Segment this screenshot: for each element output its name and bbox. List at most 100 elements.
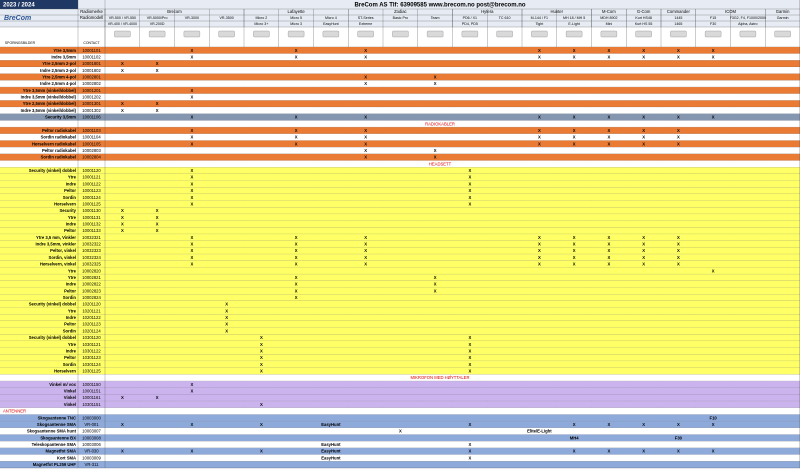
table-row: [0, 394, 800, 402]
cell-mark: X: [190, 235, 193, 240]
row-number: 10301122: [82, 348, 101, 353]
cell-mark: X: [156, 101, 159, 106]
table-row: [0, 300, 800, 308]
title: BreCom AS Tlf: 63909585 www.brecom.no po…: [354, 2, 525, 8]
row-label: Magnetfot PL259 UHF: [33, 462, 77, 467]
table-row: [0, 220, 800, 228]
cell-mark: X: [121, 395, 124, 400]
cell-mark: X: [121, 101, 124, 106]
device-image: [704, 30, 722, 38]
section-row: [0, 407, 800, 415]
row-label: Ytre: [68, 215, 77, 220]
brand: Zodiac: [394, 9, 407, 14]
cell-mark: X: [712, 268, 715, 273]
row-label: Sordin: [63, 295, 77, 300]
table-row: [0, 140, 800, 148]
row-label: Indre 2,5mm 4-pol: [40, 81, 76, 86]
cell-mark: X: [121, 108, 124, 113]
cell-mark: X: [156, 395, 159, 400]
cell-mark: X: [573, 255, 576, 260]
table-row: [0, 80, 800, 88]
row-number: 10002801: [82, 74, 101, 79]
table-row: [0, 100, 800, 108]
row-number: 10301120: [82, 335, 101, 340]
cell-mark: X: [468, 168, 471, 173]
cell-mark: X: [607, 262, 610, 267]
cell-mark: X: [260, 342, 263, 347]
cell-mark: X: [364, 155, 367, 160]
row-label: Indre 3,5mm, vinkler: [36, 242, 77, 247]
cell-mark: X: [434, 155, 437, 160]
brand: Commander: [667, 9, 691, 14]
cell-mark: X: [712, 48, 715, 53]
row-label: Skogsantenne BX: [40, 435, 76, 440]
table-row: [0, 180, 800, 188]
cell-mark: X: [677, 242, 680, 247]
row-label: Hørselvern: [54, 369, 76, 374]
table-row: [0, 187, 800, 195]
table-row: [0, 60, 800, 68]
table-row: [0, 47, 800, 54]
device-image: [426, 30, 444, 38]
device-image: [148, 30, 166, 38]
submodel: VR-400 / VR-4000: [108, 22, 137, 26]
device-image: [774, 30, 791, 38]
row-number: 10003007: [82, 429, 101, 434]
row-label: Ytre 3,5 mm, Vinkler: [36, 235, 76, 240]
row-number: 10201121: [82, 308, 101, 313]
device-image: [287, 30, 305, 38]
cell-mark: X: [573, 54, 576, 59]
model: TC 610: [499, 16, 511, 20]
cell-mark: X: [225, 322, 228, 327]
table-row: [0, 387, 800, 395]
row-number: 10001202: [82, 95, 101, 100]
row-label: Peltor, vinkel: [50, 248, 76, 253]
section-row: [0, 374, 800, 382]
section-title: HEADSETT: [429, 161, 452, 166]
row-number: 10201122: [82, 315, 101, 320]
cell-mark: X: [190, 248, 193, 253]
cell-mark: X: [156, 228, 159, 233]
cell-mark: X: [468, 355, 471, 360]
cell-mark: X: [468, 188, 471, 193]
row-number: 10201124: [82, 328, 101, 333]
row-label: Ytre 3,5mm (vinkel/dobbel): [23, 88, 77, 93]
cell-mark: X: [642, 128, 645, 133]
cell-mark: X: [642, 115, 645, 120]
row-number: 10003008: [82, 435, 101, 440]
cell-mark: X: [190, 262, 193, 267]
device-image: [114, 30, 131, 38]
cell-mark: X: [434, 275, 437, 280]
row-number: 10001105: [82, 141, 101, 146]
cell-mark: X: [642, 449, 645, 454]
row-number: 10001301: [82, 101, 101, 106]
row-number: 10002802: [82, 81, 101, 86]
row-number: 10001801: [82, 61, 101, 66]
cell-mark: X: [156, 215, 159, 220]
table-row: [0, 260, 800, 268]
table-row: [0, 421, 800, 428]
device-image: [565, 30, 583, 38]
row-label: Security (vinkel) dobbel: [29, 302, 76, 307]
cell-mark: X: [190, 188, 193, 193]
cell-mark: X: [468, 201, 471, 206]
row-label: Ytre: [68, 175, 77, 180]
row-label: Indre: [66, 282, 77, 287]
device-image: [183, 30, 201, 38]
cell-mark: X: [295, 242, 298, 247]
cell-mark: X: [642, 255, 645, 260]
cell-mark: X: [260, 402, 263, 407]
model: Micro 4: [325, 16, 337, 20]
table-row: [0, 361, 800, 368]
model: Kurt HS48: [635, 16, 652, 20]
cell-mark: X: [468, 362, 471, 367]
cell-mark: X: [538, 235, 541, 240]
cell-mark: X: [607, 248, 610, 253]
cell-mark: X: [468, 442, 471, 447]
row-number: 10001132: [82, 221, 101, 226]
cell-mark: X: [399, 429, 402, 434]
row-number: 10201123: [82, 322, 101, 327]
cell-mark: X: [538, 54, 541, 59]
cell-mark: X: [121, 228, 124, 233]
